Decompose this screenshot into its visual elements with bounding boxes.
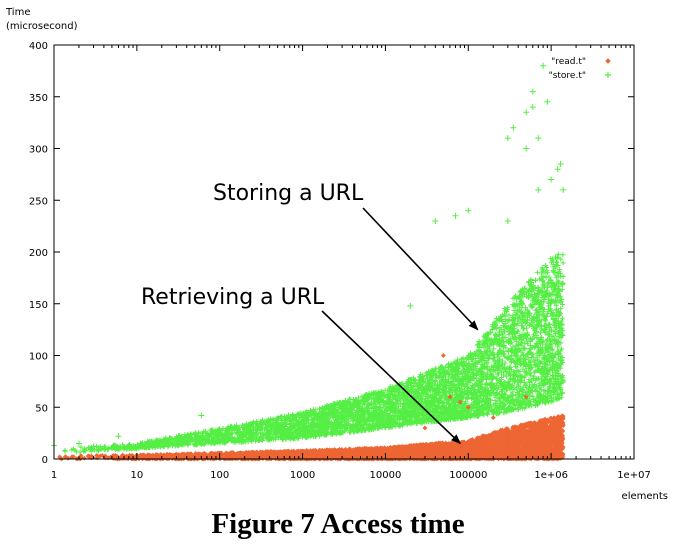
- series-read: [57, 353, 566, 462]
- legend-label-0: "read.t": [551, 57, 586, 67]
- read-point: [457, 399, 463, 405]
- store-point: [452, 212, 459, 219]
- store-point: [557, 161, 564, 168]
- annotation-arrow-0: [362, 207, 479, 331]
- y-tick-label: 150: [29, 300, 48, 311]
- read-point: [440, 353, 446, 358]
- x-tick-label: 100: [210, 470, 229, 481]
- legend-marker-read: [605, 58, 611, 64]
- y-axis-label-line1: Time: [5, 7, 30, 18]
- store-point: [504, 217, 511, 224]
- store-point: [540, 62, 547, 69]
- x-tick-label: 1e+07: [617, 470, 651, 481]
- store-point: [529, 88, 536, 95]
- store-point: [535, 186, 542, 193]
- store-point: [432, 217, 439, 224]
- store-point: [560, 186, 567, 193]
- series-store: [51, 62, 567, 455]
- store-point: [90, 443, 97, 450]
- annotation-0: Storing a URL: [213, 181, 364, 206]
- x-tick-label: 1e+06: [534, 470, 568, 481]
- x-tick-label: 10000: [370, 470, 402, 481]
- legend-marker-store: [605, 72, 611, 78]
- x-tick-label: 1000: [290, 470, 315, 481]
- read-point: [465, 404, 471, 410]
- y-tick-label: 0: [42, 455, 48, 466]
- store-point: [75, 440, 82, 447]
- store-point: [529, 104, 536, 111]
- store-point: [544, 98, 551, 105]
- y-tick-label: 100: [29, 352, 48, 363]
- store-point: [198, 412, 205, 419]
- store-point: [535, 135, 542, 142]
- read-point: [490, 415, 496, 420]
- annotation-1: Retrieving a URL: [141, 285, 325, 310]
- y-tick-label: 350: [29, 93, 48, 104]
- store-point: [504, 135, 511, 142]
- store-point: [407, 302, 414, 309]
- store-point: [548, 176, 555, 183]
- x-tick-label: 1: [51, 470, 57, 481]
- figure-caption: Figure 7 Access time: [211, 508, 465, 540]
- store-point: [554, 166, 561, 173]
- x-tick-label: 100000: [449, 470, 487, 481]
- read-point: [447, 394, 453, 400]
- y-tick-label: 300: [29, 145, 48, 156]
- y-axis-label-line2: (microsecond): [6, 21, 78, 32]
- store-point: [115, 433, 122, 440]
- store-points-cloud: [62, 251, 566, 455]
- y-tick-label: 200: [29, 248, 48, 259]
- legend-label-1: "store.t": [549, 71, 586, 81]
- store-point: [510, 124, 517, 131]
- store-point: [523, 109, 530, 116]
- y-tick-label: 400: [29, 41, 48, 52]
- annotation-arrow-1: [321, 310, 461, 445]
- y-tick-label: 50: [35, 403, 48, 414]
- y-tick-label: 250: [29, 196, 48, 207]
- store-point: [465, 207, 472, 214]
- x-tick-label: 10: [130, 470, 143, 481]
- x-axis-label: elements: [622, 491, 668, 502]
- store-point: [523, 145, 530, 152]
- read-point: [422, 425, 428, 431]
- read-point: [523, 394, 529, 400]
